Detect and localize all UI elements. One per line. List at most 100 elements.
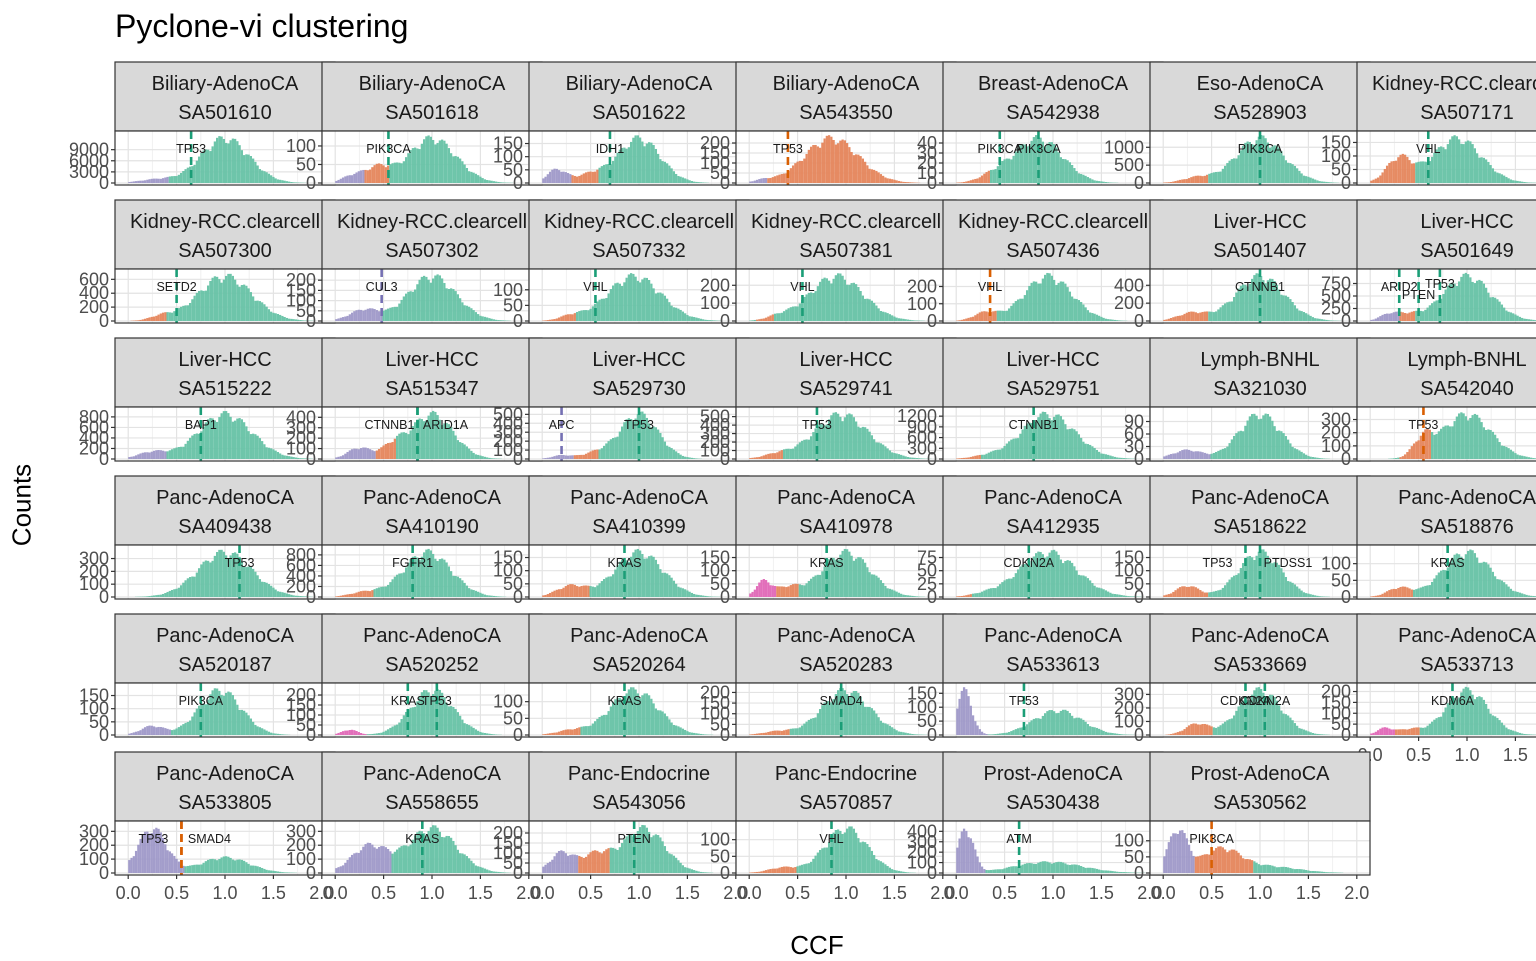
x-tick-label: 0.0: [323, 883, 348, 903]
histogram-bar: [571, 854, 573, 873]
histogram-bar: [1053, 863, 1055, 873]
histogram-bar: [675, 726, 677, 735]
strip-cancer-label: Biliary-AdenoCA: [359, 73, 506, 95]
histogram-bar: [569, 174, 571, 183]
histogram-bar: [707, 872, 709, 873]
histogram-bar: [1310, 594, 1312, 597]
histogram-bar: [257, 436, 259, 459]
histogram-bar: [1192, 176, 1194, 183]
histogram-bar: [787, 586, 789, 597]
histogram-bar: [1499, 580, 1501, 597]
histogram-bar: [1100, 730, 1102, 735]
histogram-bar: [677, 587, 679, 597]
histogram-bar: [668, 854, 670, 873]
histogram-bar: [1064, 424, 1066, 459]
histogram-bar: [900, 455, 902, 459]
histogram-bar: [254, 572, 256, 597]
histogram-bar: [1494, 171, 1496, 183]
histogram-bar: [1298, 171, 1300, 183]
driver-gene-label: VHL: [790, 280, 814, 294]
strip-sample-label: SA542938: [1006, 102, 1099, 124]
histogram-bar: [171, 853, 173, 873]
histogram-bar: [967, 595, 969, 597]
histogram-bar: [155, 450, 157, 459]
histogram-bar: [459, 853, 461, 873]
histogram-bar: [556, 169, 558, 183]
histogram-bar: [817, 853, 819, 873]
histogram-bar: [778, 731, 780, 735]
histogram-bar: [576, 177, 578, 183]
histogram-bar: [594, 850, 596, 873]
histogram-bar: [657, 154, 659, 183]
histogram-bar: [1503, 446, 1505, 459]
histogram-bar: [351, 855, 353, 873]
histogram-bar: [648, 695, 650, 735]
histogram-bar: [1006, 311, 1008, 321]
strip-sample-label: SA501618: [385, 102, 478, 124]
histogram-bar: [272, 871, 274, 873]
histogram-bar: [1208, 592, 1210, 597]
histogram-bar: [1231, 850, 1233, 873]
histogram-bar: [592, 851, 594, 873]
histogram-bar: [1190, 312, 1192, 321]
histogram-bar: [707, 320, 709, 321]
histogram-bar: [1249, 556, 1251, 597]
histogram-bar: [958, 458, 960, 459]
histogram-bar: [981, 176, 983, 183]
y-tick-label: 0: [927, 587, 937, 607]
histogram-bar: [1307, 870, 1309, 873]
histogram-bar: [1492, 572, 1494, 597]
histogram-bar: [405, 568, 407, 597]
histogram-bar: [1199, 590, 1201, 597]
histogram-bar: [277, 734, 279, 735]
histogram-bar: [1109, 319, 1111, 321]
histogram-bar: [1163, 856, 1165, 873]
histogram-bar: [371, 450, 373, 459]
histogram-bar: [223, 696, 225, 735]
histogram-bar: [207, 150, 209, 183]
histogram-bar: [1118, 595, 1120, 597]
histogram-bar: [1012, 577, 1014, 597]
histogram-bar: [659, 159, 661, 183]
histogram-bar: [887, 448, 889, 459]
x-tick-label: 1.5: [1089, 883, 1114, 903]
histogram-bar: [403, 432, 405, 459]
histogram-bar: [767, 869, 769, 873]
histogram-bar: [558, 318, 560, 321]
histogram-bar: [657, 564, 659, 597]
histogram-bar: [803, 440, 805, 459]
histogram-bar: [592, 587, 594, 597]
histogram-bar: [382, 587, 384, 597]
histogram-bar: [484, 179, 486, 183]
histogram-bar: [187, 578, 189, 597]
histogram-bar: [963, 687, 965, 735]
histogram-bar: [682, 177, 684, 183]
strip-cancer-label: Panc-AdenoCA: [1191, 487, 1330, 509]
histogram-bar: [875, 306, 877, 321]
histogram-bar: [857, 287, 859, 321]
histogram-bar: [427, 135, 429, 183]
histogram-bar: [920, 458, 922, 459]
histogram-bar: [830, 137, 832, 183]
histogram-bar: [252, 159, 254, 183]
histogram-bar: [884, 586, 886, 597]
histogram-bar: [769, 178, 771, 183]
y-tick-label: 0: [99, 173, 109, 193]
histogram-bar: [1100, 870, 1102, 873]
histogram-bar: [1015, 152, 1017, 183]
histogram-bar: [497, 320, 499, 321]
histogram-bar: [1219, 172, 1221, 183]
histogram-bar: [486, 595, 488, 597]
histogram-bar: [491, 734, 493, 735]
histogram-bar: [909, 182, 911, 183]
histogram-bar: [367, 309, 369, 321]
histogram-bar: [1201, 724, 1203, 735]
histogram-bar: [1462, 144, 1464, 183]
histogram-bar: [650, 143, 652, 183]
histogram-bar: [1519, 733, 1521, 735]
histogram-bar: [1170, 318, 1172, 321]
histogram-bar: [1048, 710, 1050, 735]
histogram-bar: [164, 177, 166, 183]
driver-gene-label: CUL3: [366, 280, 398, 294]
histogram-bar: [549, 172, 551, 183]
